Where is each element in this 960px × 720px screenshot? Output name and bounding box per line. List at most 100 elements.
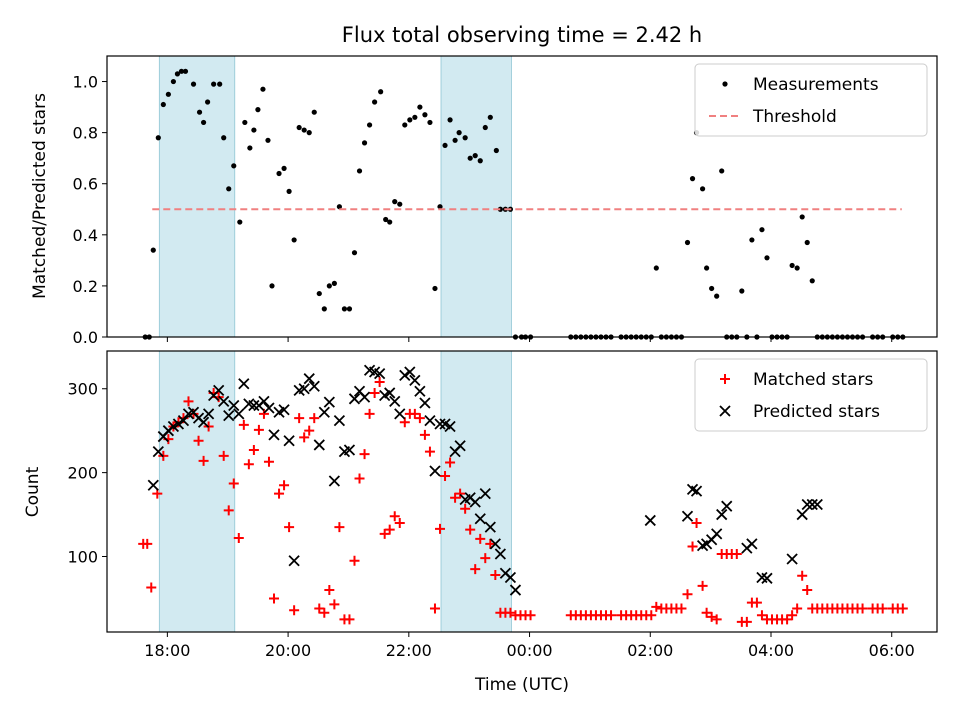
matched-point bbox=[505, 607, 516, 618]
y-axis-ticks: 0.0 0.2 0.4 0.6 0.8 1.0 bbox=[73, 73, 107, 347]
predicted-point bbox=[716, 508, 728, 521]
predicted-point bbox=[761, 572, 773, 584]
predicted-point bbox=[218, 395, 230, 407]
measurement-point bbox=[739, 288, 745, 294]
legend-box bbox=[694, 63, 928, 137]
measurement-point bbox=[336, 204, 342, 210]
predicted-point bbox=[681, 510, 694, 522]
matched-point bbox=[394, 517, 405, 528]
predicted-point bbox=[197, 416, 210, 428]
predicted-point bbox=[509, 584, 522, 596]
measurement-point bbox=[417, 104, 423, 110]
y-tick-label: 0.2 bbox=[73, 277, 98, 296]
panel-ratio: 0.0 0.2 0.4 0.6 0.8 1.0 Matched/Predicted sta… bbox=[30, 55, 938, 347]
matched-point bbox=[445, 457, 456, 468]
measurement-point bbox=[789, 262, 795, 269]
measurement-point bbox=[221, 135, 227, 141]
matched-point bbox=[279, 480, 290, 491]
y-tick-label: 0.0 bbox=[73, 328, 98, 347]
predicted-point bbox=[801, 498, 813, 511]
measurement-point bbox=[392, 199, 398, 205]
predicted-point bbox=[348, 393, 361, 405]
legend-label: Matched stars bbox=[753, 370, 873, 390]
y-axis-ticks: 100 200 300 bbox=[67, 380, 107, 567]
y-tick-label: 200 bbox=[67, 464, 98, 483]
predicted-point bbox=[404, 366, 416, 378]
matched-point bbox=[218, 450, 229, 461]
matched-point bbox=[787, 610, 798, 621]
measurement-point bbox=[251, 127, 257, 133]
predicted-point bbox=[238, 378, 250, 390]
matched-point bbox=[687, 541, 698, 552]
matched-point bbox=[701, 607, 712, 618]
measurement-point bbox=[709, 285, 715, 292]
measurement-point bbox=[407, 117, 413, 123]
measurement-point bbox=[437, 204, 443, 210]
matched-point bbox=[369, 387, 380, 398]
measurement-point bbox=[211, 81, 217, 87]
measurement-point bbox=[432, 285, 438, 292]
predicted-point bbox=[313, 439, 325, 451]
measurement-point bbox=[477, 158, 483, 164]
measurement-point bbox=[321, 306, 327, 312]
matched-point bbox=[414, 413, 425, 424]
matched-point bbox=[465, 524, 476, 535]
measurement-point bbox=[247, 145, 253, 151]
measurement-point bbox=[372, 99, 378, 105]
matched-point bbox=[731, 548, 742, 559]
matched-point bbox=[344, 614, 355, 625]
measurement-point bbox=[383, 216, 389, 223]
measurement-point bbox=[689, 176, 696, 182]
matched-point bbox=[470, 564, 481, 575]
measurement-point bbox=[361, 140, 368, 146]
matched-point bbox=[289, 605, 300, 616]
predicted-point bbox=[409, 374, 421, 386]
measurement-point bbox=[346, 306, 353, 312]
predicted-point bbox=[384, 387, 396, 399]
measurement-point bbox=[174, 71, 181, 77]
measurement-point bbox=[291, 237, 297, 243]
predicted-point bbox=[489, 538, 501, 550]
measurement-point bbox=[260, 86, 266, 92]
y-axis-label: Matched/Predicted stars bbox=[30, 93, 50, 299]
matched-point bbox=[706, 611, 717, 622]
measurement-point bbox=[402, 122, 408, 128]
measurement-point bbox=[653, 265, 659, 271]
x-tick-label: 20:00 bbox=[265, 641, 311, 660]
predicted-point bbox=[177, 414, 190, 427]
measurement-point bbox=[301, 127, 307, 133]
predicted-point bbox=[389, 395, 401, 407]
measurement-point bbox=[255, 107, 261, 113]
predicted-point bbox=[374, 368, 386, 380]
measurement-point bbox=[799, 214, 805, 220]
matched-point bbox=[751, 597, 762, 608]
matched-point bbox=[409, 408, 420, 419]
predicted-point bbox=[469, 496, 481, 508]
matched-point bbox=[711, 614, 722, 625]
predicted-point bbox=[414, 385, 426, 397]
measurement-point bbox=[794, 265, 800, 271]
measurement-point bbox=[759, 227, 765, 233]
predicted-point bbox=[333, 414, 346, 427]
measurement-point bbox=[311, 109, 317, 115]
measurement-point bbox=[427, 119, 433, 126]
predicted-point bbox=[690, 485, 703, 497]
matched-point bbox=[354, 473, 365, 484]
matched-point bbox=[897, 603, 908, 614]
matched-point bbox=[490, 569, 501, 580]
matched-point bbox=[374, 377, 385, 388]
predicted-point bbox=[454, 440, 466, 452]
x-axis-ticks bbox=[166, 337, 893, 342]
matched-point bbox=[238, 419, 249, 430]
measurement-point bbox=[296, 124, 302, 131]
measurement-point bbox=[242, 119, 248, 126]
measurement-point bbox=[482, 124, 488, 131]
matched-point bbox=[379, 528, 390, 539]
matched-point bbox=[223, 505, 234, 516]
predicted-point bbox=[228, 399, 240, 412]
predicted-point bbox=[711, 528, 723, 540]
measurement-point bbox=[160, 101, 166, 108]
y-axis-label: Count bbox=[23, 466, 43, 517]
matched-point bbox=[877, 603, 888, 614]
